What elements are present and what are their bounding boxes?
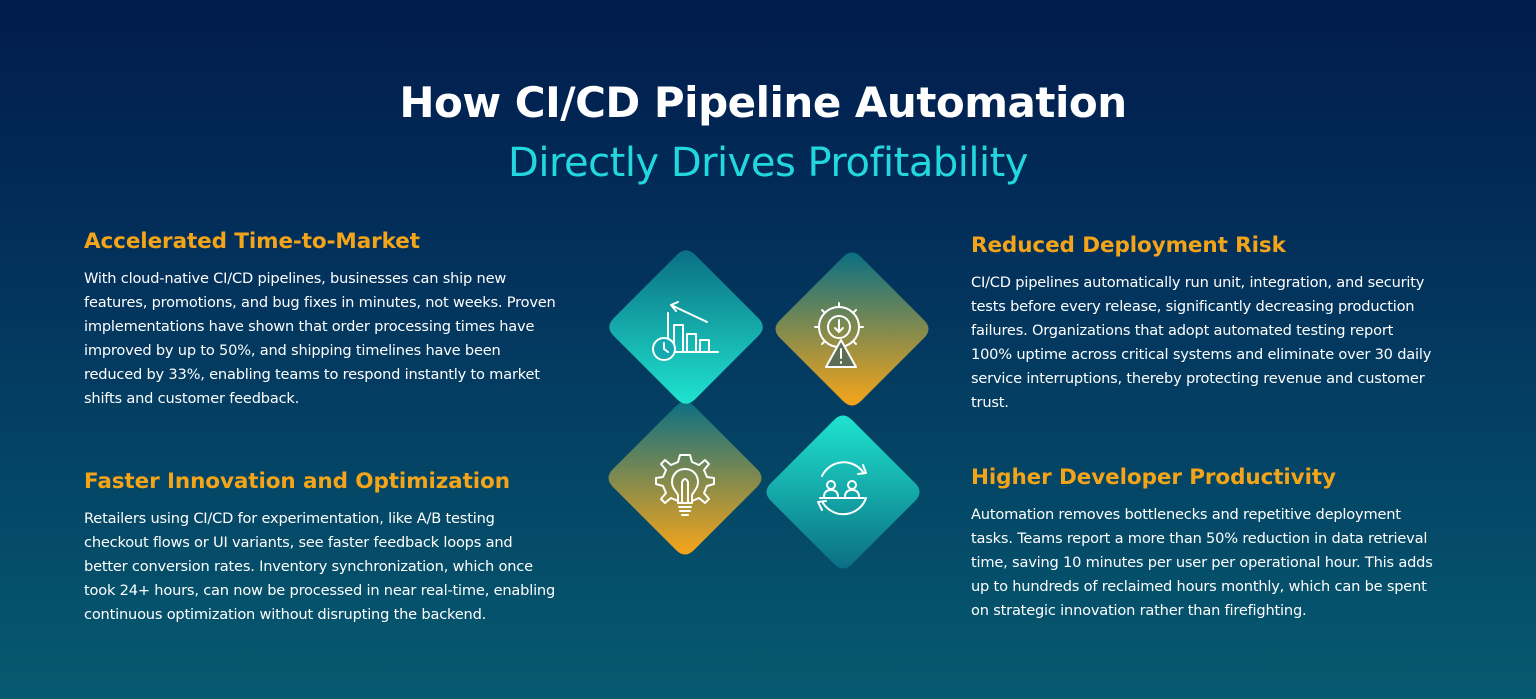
section-productivity: Higher Developer Productivity Automation… xyxy=(971,465,1451,623)
section-body: Retailers using CI/CD for experimentatio… xyxy=(84,507,564,627)
body-line: features, promotions, and bug fixes in m… xyxy=(84,294,556,311)
body-line: reduced by 33%, enabling teams to respon… xyxy=(84,366,540,383)
body-line: improved by up to 50%, and shipping time… xyxy=(84,342,501,359)
body-line: With cloud-native CI/CD pipelines, busin… xyxy=(84,270,507,287)
diamond-tile-top-left xyxy=(609,250,763,404)
team-cycle-icon xyxy=(817,461,867,516)
section-heading: Accelerated Time-to-Market xyxy=(84,229,420,254)
body-line: 100% uptime across critical systems and … xyxy=(971,346,1432,363)
body-line: trust. xyxy=(971,394,1009,411)
body-line: on strategic innovation rather than fire… xyxy=(971,602,1307,619)
section-innovation: Faster Innovation and Optimization Retai… xyxy=(84,469,564,627)
body-line: failures. Organizations that adopt autom… xyxy=(971,322,1394,339)
diamond-tile-top-right xyxy=(775,252,929,406)
lightbulb-gear-icon xyxy=(655,454,715,516)
body-line: CI/CD pipelines automatically run unit, … xyxy=(971,274,1425,291)
section-heading: Faster Innovation and Optimization xyxy=(84,469,510,494)
page-title: How CI/CD Pipeline Automation xyxy=(399,78,1127,127)
body-line: better conversion rates. Inventory synch… xyxy=(84,558,533,575)
section-deployment-risk: Reduced Deployment Risk CI/CD pipelines … xyxy=(971,233,1451,415)
body-line: Retailers using CI/CD for experimentatio… xyxy=(84,510,495,527)
page-subtitle: Directly Drives Profitability xyxy=(508,140,1028,186)
diamond-graphic xyxy=(608,250,929,569)
body-line: time, saving 10 minutes per user per ope… xyxy=(971,554,1433,571)
diamond-tile-bottom-right xyxy=(766,415,920,569)
body-line: up to hundreds of reclaimed hours monthl… xyxy=(971,578,1427,595)
section-heading: Reduced Deployment Risk xyxy=(971,233,1286,258)
section-body: Automation removes bottlenecks and repet… xyxy=(971,503,1451,623)
section-heading: Higher Developer Productivity xyxy=(971,465,1336,490)
body-line: Automation removes bottlenecks and repet… xyxy=(971,506,1401,523)
body-line: tasks. Teams report a more than 50% redu… xyxy=(971,530,1428,547)
body-line: checkout flows or UI variants, see faste… xyxy=(84,534,513,551)
body-line: implementations have shown that order pr… xyxy=(84,318,535,335)
body-line: service interruptions, thereby protectin… xyxy=(971,370,1425,387)
section-time-to-market: Accelerated Time-to-Market With cloud-na… xyxy=(84,229,564,411)
section-body: With cloud-native CI/CD pipelines, busin… xyxy=(84,267,564,411)
section-body: CI/CD pipelines automatically run unit, … xyxy=(971,271,1451,415)
body-line: shifts and customer feedback. xyxy=(84,390,300,407)
gear-warning-icon xyxy=(814,302,864,368)
body-line: took 24+ hours, can now be processed in … xyxy=(84,582,556,599)
timeline-chart-icon xyxy=(652,301,719,361)
body-line: tests before every release, significantl… xyxy=(971,298,1415,315)
body-line: continuous optimization without disrupti… xyxy=(84,606,487,623)
